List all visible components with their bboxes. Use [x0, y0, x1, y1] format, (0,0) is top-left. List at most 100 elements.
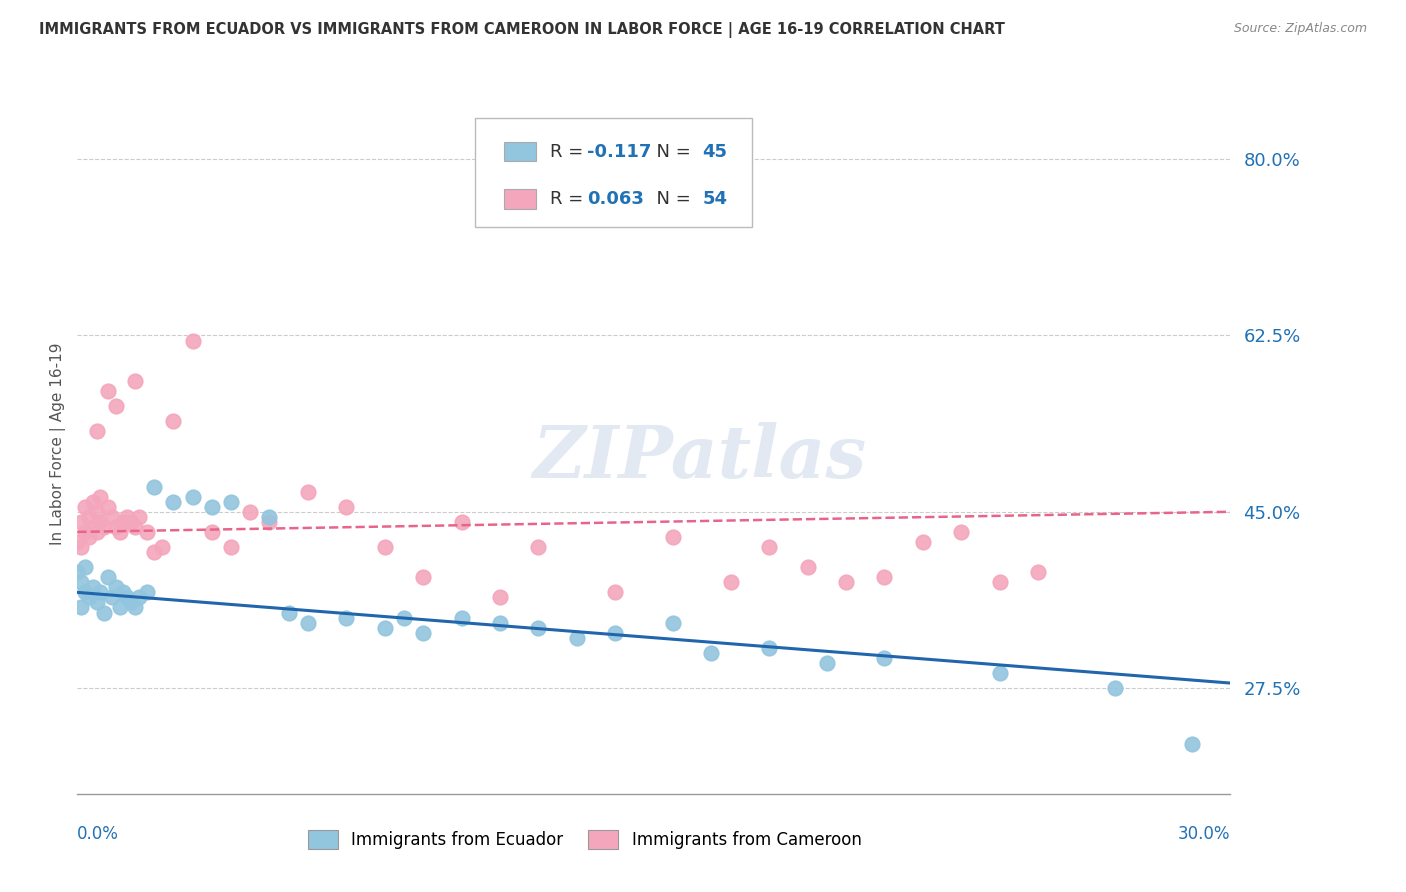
Point: [112, 585, 135, 599]
Point: [104, 520, 127, 534]
Point: [104, 580, 127, 594]
Point: [82, 580, 104, 594]
Point: [758, 640, 780, 655]
Point: [758, 540, 780, 554]
Point: [124, 374, 146, 388]
Point: [605, 585, 627, 599]
Text: 0.063: 0.063: [586, 190, 644, 208]
Point: [93, 606, 115, 620]
Point: [527, 621, 550, 635]
Point: [128, 591, 150, 605]
Text: 45: 45: [702, 143, 727, 161]
Point: [73, 585, 96, 599]
Point: [70, 540, 93, 554]
Point: [104, 399, 127, 413]
Point: [77, 530, 100, 544]
Point: [450, 610, 472, 624]
Point: [120, 595, 142, 609]
Point: [181, 334, 204, 348]
Point: [66, 566, 89, 580]
Point: [70, 575, 93, 590]
Point: [120, 515, 142, 529]
Point: [124, 600, 146, 615]
Text: N =: N =: [644, 143, 696, 161]
Point: [335, 500, 357, 514]
Point: [101, 591, 124, 605]
Point: [143, 545, 166, 559]
Point: [1026, 566, 1049, 580]
Point: [89, 515, 111, 529]
Point: [1181, 737, 1204, 751]
Point: [259, 515, 281, 529]
Y-axis label: In Labor Force | Age 16-19: In Labor Force | Age 16-19: [51, 343, 66, 545]
Point: [489, 615, 512, 630]
Point: [1104, 681, 1126, 695]
Point: [162, 494, 184, 508]
Point: [117, 591, 139, 605]
FancyBboxPatch shape: [503, 189, 536, 209]
Point: [374, 621, 396, 635]
Point: [988, 665, 1011, 680]
Point: [239, 505, 262, 519]
Point: [73, 560, 96, 574]
Point: [412, 625, 434, 640]
Point: [112, 515, 135, 529]
Point: [73, 524, 96, 539]
Point: [565, 631, 588, 645]
Point: [135, 585, 157, 599]
Point: [219, 494, 242, 508]
Point: [374, 540, 396, 554]
Point: [77, 509, 100, 524]
Point: [162, 414, 184, 428]
Point: [70, 600, 93, 615]
Text: ZIPatlas: ZIPatlas: [533, 422, 868, 493]
Point: [219, 540, 242, 554]
Point: [93, 520, 115, 534]
Point: [450, 515, 472, 529]
Point: [873, 651, 896, 665]
Point: [73, 500, 96, 514]
Point: [150, 540, 173, 554]
Point: [117, 509, 139, 524]
Point: [97, 500, 120, 514]
Text: R =: R =: [550, 190, 589, 208]
Point: [489, 591, 512, 605]
Point: [662, 530, 685, 544]
Text: Source: ZipAtlas.com: Source: ZipAtlas.com: [1233, 22, 1367, 36]
Text: IMMIGRANTS FROM ECUADOR VS IMMIGRANTS FROM CAMEROON IN LABOR FORCE | AGE 16-19 C: IMMIGRANTS FROM ECUADOR VS IMMIGRANTS FR…: [39, 22, 1005, 38]
Point: [201, 524, 224, 539]
Point: [988, 575, 1011, 590]
Text: R =: R =: [550, 143, 589, 161]
Point: [950, 524, 973, 539]
Point: [82, 494, 104, 508]
Point: [662, 615, 685, 630]
Point: [605, 625, 627, 640]
Point: [527, 540, 550, 554]
Point: [89, 490, 111, 504]
Text: 54: 54: [702, 190, 727, 208]
Legend: Immigrants from Ecuador, Immigrants from Cameroon: Immigrants from Ecuador, Immigrants from…: [301, 823, 868, 855]
Text: 0.0%: 0.0%: [77, 825, 120, 844]
Point: [86, 505, 108, 519]
Point: [297, 615, 319, 630]
Text: N =: N =: [644, 190, 696, 208]
Point: [392, 610, 415, 624]
Point: [97, 384, 120, 398]
Point: [86, 424, 108, 438]
Point: [873, 570, 896, 584]
Point: [97, 570, 120, 584]
Point: [181, 490, 204, 504]
Point: [335, 610, 357, 624]
Point: [89, 585, 111, 599]
Point: [108, 600, 131, 615]
Point: [259, 509, 281, 524]
Text: 30.0%: 30.0%: [1178, 825, 1230, 844]
Point: [297, 484, 319, 499]
Point: [101, 509, 124, 524]
Point: [128, 509, 150, 524]
Point: [412, 570, 434, 584]
Point: [86, 595, 108, 609]
Point: [135, 524, 157, 539]
Point: [108, 524, 131, 539]
Point: [796, 560, 818, 574]
